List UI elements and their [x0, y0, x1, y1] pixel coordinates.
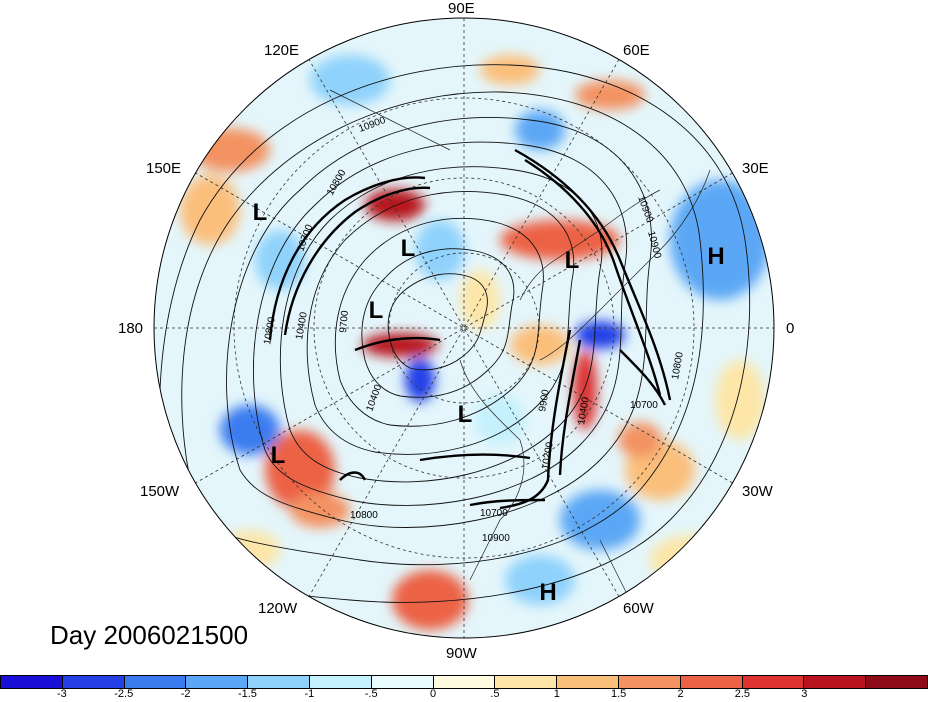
colorbar-tick-label: 2.5	[734, 688, 751, 700]
contour-label: 10400	[294, 311, 310, 341]
colorbar-tick-label: 1.5	[611, 688, 627, 700]
contour-label: 10700	[480, 508, 508, 519]
high-center: H	[707, 243, 724, 270]
contour-label: 10700	[630, 400, 658, 411]
colorbar-segment	[309, 676, 372, 688]
colorbar-tick-label: -1.5	[237, 688, 257, 700]
lon-label-150w: 150W	[140, 483, 180, 500]
colorbar-tick-label: 2	[677, 688, 684, 700]
day-label: Day 2006021500	[50, 620, 249, 650]
low-center: L	[369, 297, 384, 324]
low-center: L	[271, 442, 286, 469]
colorbar-tick-label: .5	[490, 688, 500, 700]
contour-label: 10800	[262, 316, 278, 346]
lon-label-120w: 120W	[258, 600, 298, 617]
lon-label-60e: 60E	[623, 42, 650, 59]
colorbar-tick-label: -3	[56, 688, 67, 700]
low-center: L	[458, 401, 473, 428]
lon-label-90w: 90W	[446, 645, 477, 662]
high-center: L	[253, 199, 268, 226]
contour-label: 10400	[576, 396, 592, 426]
contour-label: 9700	[338, 310, 351, 334]
contour-label: 9900	[537, 388, 552, 412]
pressure-centers: L L L L L L H H	[253, 199, 725, 606]
colorbar-tick-label: 0	[430, 688, 437, 700]
colorbar-tick-label: -2.5	[114, 688, 134, 700]
colorbar-segment	[557, 676, 619, 688]
colorbar-segment	[680, 676, 743, 688]
colorbar-segment	[371, 676, 434, 688]
height-contours	[159, 64, 751, 603]
colorbar-segment	[742, 676, 805, 688]
map-boundary	[153, 17, 775, 639]
colorbar-segment	[866, 676, 927, 688]
colorbar-segment	[804, 676, 867, 688]
lon-label-150e: 150E	[146, 160, 182, 177]
colorbar	[0, 675, 928, 689]
polar-map: L L L L L L H H 10900 10800 10700 10400 …	[153, 17, 775, 639]
coastlines	[329, 89, 711, 601]
lon-label-30w: 30W	[742, 483, 773, 500]
colorbar-segment	[186, 676, 249, 688]
colorbar-segment	[495, 676, 558, 688]
colorbar-segment	[618, 676, 681, 688]
contour-label: 10200	[540, 441, 556, 471]
lon-label-180: 180	[118, 320, 144, 337]
lon-label-60w: 60W	[623, 600, 654, 617]
colorbar-tick-label: -2	[180, 688, 191, 700]
colorbar-tick-label: 1	[553, 688, 560, 700]
contour-label: 10900	[482, 533, 510, 544]
colorbar-tick-label: -1	[304, 688, 315, 700]
lon-label-120e: 120E	[264, 42, 300, 59]
low-center: L	[401, 235, 416, 262]
colorbar-tick-label: -.5	[364, 688, 378, 700]
anomaly-field	[154, 18, 774, 638]
colorbar-tick-label: 3	[801, 688, 808, 700]
colorbar-segment	[62, 676, 125, 688]
lon-label-0: 0	[786, 320, 795, 337]
colorbar-segment	[1, 676, 63, 688]
lon-label-30e: 30E	[742, 160, 769, 177]
contour-label: 10800	[350, 510, 378, 521]
low-center: L	[565, 247, 580, 274]
contour-label: 10800	[670, 351, 686, 381]
lon-label-90e: 90E	[448, 0, 475, 17]
colorbar-segment	[124, 676, 187, 688]
jet-contours	[268, 148, 672, 510]
colorbar-segment	[433, 676, 496, 688]
colorbar-segment	[248, 676, 310, 688]
high-center: H	[539, 579, 556, 606]
